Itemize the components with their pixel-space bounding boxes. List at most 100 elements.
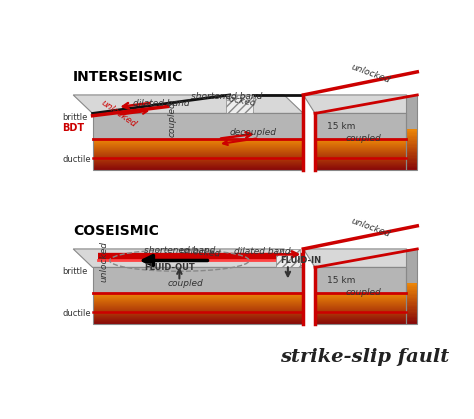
Polygon shape bbox=[406, 318, 417, 320]
Polygon shape bbox=[406, 159, 417, 160]
Polygon shape bbox=[406, 129, 417, 131]
Polygon shape bbox=[406, 300, 417, 301]
Polygon shape bbox=[315, 300, 406, 301]
Polygon shape bbox=[315, 311, 406, 313]
Polygon shape bbox=[406, 163, 417, 164]
Polygon shape bbox=[315, 293, 406, 294]
Polygon shape bbox=[315, 163, 406, 165]
Polygon shape bbox=[92, 316, 303, 318]
Polygon shape bbox=[92, 295, 303, 296]
Polygon shape bbox=[406, 143, 417, 144]
Polygon shape bbox=[315, 320, 406, 321]
Polygon shape bbox=[406, 285, 417, 286]
Polygon shape bbox=[315, 114, 406, 139]
Polygon shape bbox=[92, 293, 303, 294]
Polygon shape bbox=[406, 134, 417, 136]
Polygon shape bbox=[315, 315, 406, 316]
Polygon shape bbox=[315, 166, 406, 167]
Text: ductile: ductile bbox=[63, 309, 91, 318]
Text: unlocked: unlocked bbox=[179, 246, 221, 259]
Polygon shape bbox=[92, 300, 303, 301]
Text: locked: locked bbox=[226, 95, 256, 109]
Text: shortened band: shortened band bbox=[145, 246, 216, 255]
Polygon shape bbox=[276, 249, 300, 267]
Polygon shape bbox=[315, 318, 406, 320]
Polygon shape bbox=[315, 305, 406, 306]
Polygon shape bbox=[92, 318, 303, 320]
Polygon shape bbox=[315, 267, 406, 293]
Polygon shape bbox=[92, 303, 303, 305]
Polygon shape bbox=[406, 144, 417, 145]
Text: 15 km: 15 km bbox=[327, 276, 355, 285]
Text: brittle: brittle bbox=[63, 266, 88, 276]
Polygon shape bbox=[315, 142, 406, 143]
Polygon shape bbox=[92, 297, 303, 298]
Polygon shape bbox=[92, 148, 303, 150]
Polygon shape bbox=[315, 296, 406, 297]
Polygon shape bbox=[406, 312, 417, 313]
Polygon shape bbox=[92, 167, 303, 168]
Text: FLUID-OUT: FLUID-OUT bbox=[145, 264, 195, 272]
Polygon shape bbox=[406, 156, 417, 158]
Polygon shape bbox=[73, 95, 303, 114]
Polygon shape bbox=[406, 148, 417, 150]
Polygon shape bbox=[315, 306, 406, 308]
Polygon shape bbox=[92, 141, 303, 142]
Polygon shape bbox=[92, 144, 303, 145]
Text: unlocked: unlocked bbox=[100, 241, 109, 282]
Polygon shape bbox=[406, 293, 417, 294]
Polygon shape bbox=[315, 140, 406, 141]
Polygon shape bbox=[406, 301, 417, 302]
Polygon shape bbox=[406, 289, 417, 290]
Polygon shape bbox=[303, 95, 417, 114]
Polygon shape bbox=[92, 142, 303, 143]
Polygon shape bbox=[315, 141, 406, 142]
Polygon shape bbox=[226, 95, 253, 114]
Polygon shape bbox=[406, 166, 417, 167]
Polygon shape bbox=[92, 158, 303, 160]
Polygon shape bbox=[315, 298, 406, 299]
Polygon shape bbox=[406, 141, 417, 143]
Polygon shape bbox=[315, 316, 406, 318]
Polygon shape bbox=[315, 167, 406, 168]
Polygon shape bbox=[406, 167, 417, 168]
Polygon shape bbox=[315, 160, 406, 162]
Polygon shape bbox=[315, 144, 406, 145]
Polygon shape bbox=[406, 320, 417, 321]
Polygon shape bbox=[315, 146, 406, 147]
Polygon shape bbox=[315, 294, 406, 295]
Polygon shape bbox=[406, 162, 417, 163]
Polygon shape bbox=[406, 151, 417, 152]
Polygon shape bbox=[406, 294, 417, 295]
Polygon shape bbox=[92, 267, 303, 293]
Polygon shape bbox=[406, 298, 417, 300]
Text: INTERSEISMIC: INTERSEISMIC bbox=[73, 70, 183, 84]
Polygon shape bbox=[92, 313, 303, 315]
Polygon shape bbox=[315, 155, 406, 156]
Polygon shape bbox=[315, 148, 406, 150]
Polygon shape bbox=[92, 162, 303, 163]
Polygon shape bbox=[92, 298, 303, 299]
Polygon shape bbox=[406, 303, 417, 305]
Text: decoupled: decoupled bbox=[230, 128, 277, 137]
Polygon shape bbox=[406, 139, 417, 140]
Polygon shape bbox=[406, 140, 417, 141]
Polygon shape bbox=[92, 147, 303, 148]
Polygon shape bbox=[315, 145, 406, 146]
Polygon shape bbox=[315, 150, 406, 151]
Text: ductile: ductile bbox=[63, 155, 91, 164]
Polygon shape bbox=[315, 313, 406, 315]
Polygon shape bbox=[315, 162, 406, 163]
Polygon shape bbox=[315, 168, 406, 170]
Polygon shape bbox=[92, 145, 303, 146]
Polygon shape bbox=[406, 305, 417, 306]
Polygon shape bbox=[406, 155, 417, 156]
Polygon shape bbox=[315, 321, 406, 322]
Polygon shape bbox=[92, 140, 303, 141]
Polygon shape bbox=[406, 150, 417, 151]
Polygon shape bbox=[406, 287, 417, 289]
Polygon shape bbox=[406, 95, 417, 129]
Polygon shape bbox=[315, 303, 406, 305]
Polygon shape bbox=[406, 160, 417, 162]
Text: COSEISMIC: COSEISMIC bbox=[73, 224, 159, 238]
